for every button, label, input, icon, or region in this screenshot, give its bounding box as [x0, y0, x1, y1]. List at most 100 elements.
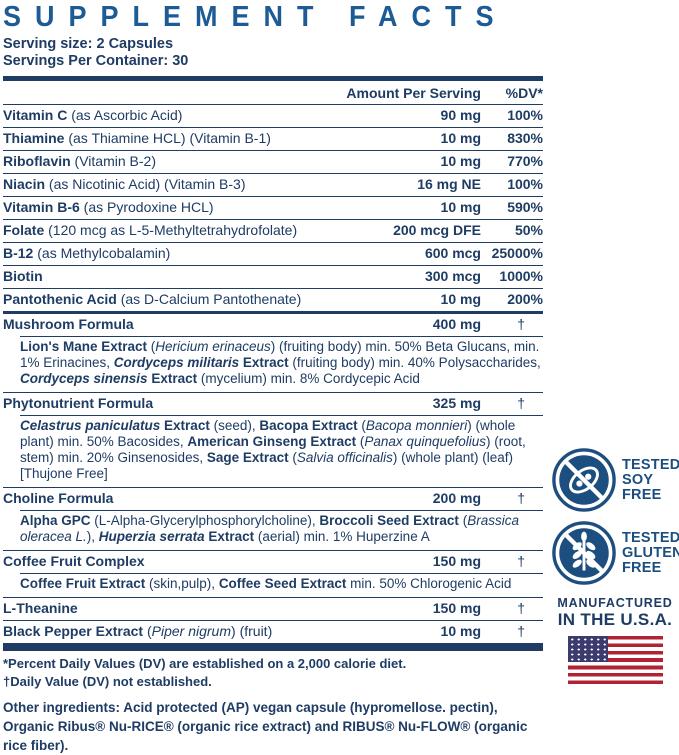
text-segment: Panax quinquefolius [364, 434, 486, 449]
amount-column-header: Amount Per Serving [346, 85, 481, 101]
dv-value: 770% [507, 153, 543, 169]
badge-line: SOY [622, 471, 654, 488]
amount-value: 150 mg [432, 600, 481, 616]
amount-value: 10 mg [440, 199, 481, 215]
soy-free-badge: TESTED SOY FREE [551, 447, 679, 513]
text-segment: (aerial) min. 1% Huperzine A [254, 529, 430, 544]
table-row: Mushroom Formula 400 mg † [3, 314, 543, 336]
text-segment: Extract [147, 371, 198, 386]
text-segment: (as Pyrodoxine HCL) [79, 199, 214, 215]
text-segment: Extract [204, 529, 255, 544]
usa-flag-canton [567, 636, 608, 662]
amount-value: 325 mg [432, 395, 481, 411]
amount-value: 200 mg [432, 490, 481, 506]
ingredient-name: Riboflavin (Vitamin B-2) [3, 153, 441, 170]
column-header-row: Amount Per Serving %DV* [3, 81, 543, 105]
ingredient-name: Black Pepper Extract (Piper nigrum) (fru… [3, 623, 441, 640]
ingredient-name: Niacin (as Nicotinic Acid) (Vitamin B-3) [3, 176, 417, 193]
dv-value: 50% [514, 222, 543, 238]
text-segment: Coffee Seed Extract [218, 576, 347, 591]
in-the-usa-label: IN THE U.S.A. [557, 610, 673, 629]
text-segment: (seed), [209, 418, 260, 433]
text-segment: Choline Formula [3, 490, 114, 506]
text-segment: Riboflavin [3, 153, 71, 169]
text-segment: Niacin [3, 176, 46, 192]
ingredient-name: Thiamine (as Thiamine HCL) (Vitamin B-1) [3, 130, 441, 147]
amount-value: 200 mcg DFE [393, 222, 481, 238]
ingredient-name: L-Theanine [3, 600, 433, 617]
made-in-usa: MANUFACTURED IN THE U.S.A. [551, 596, 679, 684]
ingredient-name: Biotin [3, 268, 425, 285]
amount-value: 10 mg [440, 623, 481, 639]
usa-flag [567, 636, 663, 684]
table-row: Riboflavin (Vitamin B-2) 10 mg 770% [3, 151, 543, 174]
text-segment: Extract [160, 418, 210, 433]
dv-value: 590% [507, 199, 543, 215]
text-segment: Pantothenic Acid [3, 291, 117, 307]
sub-ingredients: Coffee Fruit Extract (skin,pulp), Coffee… [20, 573, 543, 597]
serving-info: Serving size: 2 Capsules Servings Per Co… [3, 36, 543, 70]
certification-column: TESTED SOY FREE TESTED GLUTEN FREE [551, 447, 679, 684]
text-segment: Coffee Fruit Complex [3, 553, 145, 569]
badge-line: TESTED [622, 529, 679, 546]
serving-size: Serving size: 2 Capsules [3, 36, 174, 52]
dv-value: † [517, 395, 525, 411]
ingredient-name: Vitamin B-6 (as Pyrodoxine HCL) [3, 199, 441, 216]
formula-section: Black Pepper Extract (Piper nigrum) (fru… [3, 621, 543, 644]
supplement-facts-panel: SUPPLEMENT FACTS Serving size: 2 Capsule… [3, 1, 543, 755]
dv-value: † [517, 553, 525, 569]
text-segment: (as D-Calcium Pantothenate) [116, 291, 302, 307]
formula-section: Mushroom Formula 400 mg † Lion's Mane Extra… [3, 314, 543, 393]
page-title: SUPPLEMENT FACTS [3, 1, 508, 33]
bottom-divider-bar [3, 644, 543, 651]
ingredient-name: Mushroom Formula [3, 316, 433, 333]
amount-value: 10 mg [440, 153, 481, 169]
text-segment: American Ginseng Extract [187, 434, 357, 449]
text-segment: Piper nigrum [151, 623, 232, 639]
dv-value: † [517, 600, 525, 616]
text-segment: ( [143, 623, 152, 639]
dv-value: 100% [507, 176, 543, 192]
ingredient-name: Vitamin C (as Ascorbic Acid) [3, 107, 441, 124]
footnote-dv: *Percent Daily Values (DV) are establish… [3, 656, 407, 671]
text-segment: (as Thiamine HCL) (Vitamin B-1) [64, 130, 271, 146]
text-segment: ( [356, 434, 365, 449]
wheat-crossed-icon [552, 521, 616, 585]
text-segment: Alpha GPC [20, 513, 91, 528]
dv-value: 1000% [499, 268, 543, 284]
formula-rows: Mushroom Formula 400 mg † Lion's Mane Extra… [3, 314, 543, 644]
table-row: Vitamin B-6 (as Pyrodoxine HCL) 10 mg 590% [3, 197, 543, 220]
text-segment: Vitamin C [3, 107, 68, 123]
badge-line: GLUTEN [622, 544, 679, 561]
table-row: Niacin (as Nicotinic Acid) (Vitamin B-3)… [3, 174, 543, 197]
badge-line: TESTED [622, 456, 679, 473]
sub-ingredients: Celastrus paniculatus Extract (seed), Ba… [20, 415, 543, 487]
text-segment: Lion's Mane Extract [20, 339, 147, 354]
table-row: L-Theanine 150 mg † [3, 598, 543, 620]
text-segment: Sage Extract [206, 450, 289, 465]
table-row: Coffee Fruit Complex 150 mg † [3, 551, 543, 573]
text-segment: Extract [239, 355, 289, 370]
sub-ingredients: Lion's Mane Extract (Hericium erinaceus)… [20, 336, 543, 392]
amount-value: 400 mg [432, 316, 481, 332]
table-row: Phytonutrient Formula 325 mg † [3, 393, 543, 415]
text-segment: (skin,pulp), [145, 576, 219, 591]
text-segment: (as Methylcobalamin) [33, 245, 171, 261]
amount-value: 10 mg [440, 291, 481, 307]
text-segment: Vitamin B-6 [3, 199, 80, 215]
table-row: Folate (120 mcg as L-5-Methyltetrahydrof… [3, 220, 543, 243]
dv-value: † [517, 490, 525, 506]
badge-line: FREE [622, 559, 662, 576]
footnotes: *Percent Daily Values (DV) are establish… [3, 655, 543, 691]
table-row: Thiamine (as Thiamine HCL) (Vitamin B-1)… [3, 128, 543, 151]
formula-section: L-Theanine 150 mg † [3, 598, 543, 621]
amount-value: 150 mg [432, 553, 481, 569]
table-row: B-12 (as Methylcobalamin) 600 mcg 25000% [3, 243, 543, 266]
text-segment: Hericium erinaceus [155, 339, 271, 354]
ingredient-name: Folate (120 mcg as L-5-Methyltetrahydrof… [3, 222, 393, 239]
text-segment: Mushroom Formula [3, 316, 134, 332]
text-segment: Folate [3, 222, 45, 238]
footnote-dagger: †Daily Value (DV) not established. [3, 674, 212, 689]
text-segment: Broccoli Seed Extract [319, 513, 459, 528]
ingredient-name: B-12 (as Methylcobalamin) [3, 245, 425, 262]
